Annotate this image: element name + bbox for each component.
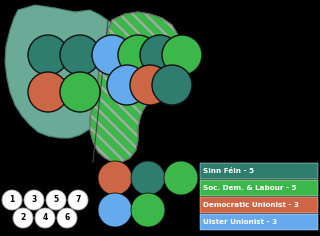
Circle shape [164, 161, 198, 195]
Text: 7: 7 [75, 195, 81, 205]
Circle shape [57, 208, 77, 228]
Circle shape [162, 35, 202, 75]
Text: 2: 2 [20, 214, 26, 223]
Text: 3: 3 [31, 195, 36, 205]
Circle shape [60, 35, 100, 75]
Circle shape [118, 35, 158, 75]
Circle shape [28, 35, 68, 75]
Polygon shape [90, 12, 180, 162]
Circle shape [24, 190, 44, 210]
Text: Ulster Unionist - 3: Ulster Unionist - 3 [203, 219, 277, 225]
Circle shape [28, 72, 68, 112]
Text: Democratic Unionist - 3: Democratic Unionist - 3 [203, 202, 299, 208]
Text: 4: 4 [42, 214, 48, 223]
Circle shape [92, 35, 132, 75]
Text: 1: 1 [9, 195, 15, 205]
Circle shape [35, 208, 55, 228]
Circle shape [140, 35, 180, 75]
Circle shape [131, 193, 165, 227]
Bar [200, 163, 318, 179]
Polygon shape [5, 5, 122, 138]
Circle shape [152, 65, 192, 105]
Circle shape [13, 208, 33, 228]
Circle shape [46, 190, 66, 210]
Circle shape [60, 72, 100, 112]
Circle shape [107, 65, 147, 105]
Bar [200, 180, 318, 196]
Bar [200, 197, 318, 213]
Text: Sinn Féin - 5: Sinn Féin - 5 [203, 168, 254, 174]
Text: 5: 5 [53, 195, 59, 205]
Circle shape [2, 190, 22, 210]
Polygon shape [90, 12, 180, 162]
Text: Soc. Dem. & Labour - 5: Soc. Dem. & Labour - 5 [203, 185, 297, 191]
Bar [200, 214, 318, 230]
Circle shape [130, 65, 170, 105]
Circle shape [131, 161, 165, 195]
Text: 6: 6 [64, 214, 70, 223]
Circle shape [68, 190, 88, 210]
Circle shape [98, 161, 132, 195]
Circle shape [98, 193, 132, 227]
